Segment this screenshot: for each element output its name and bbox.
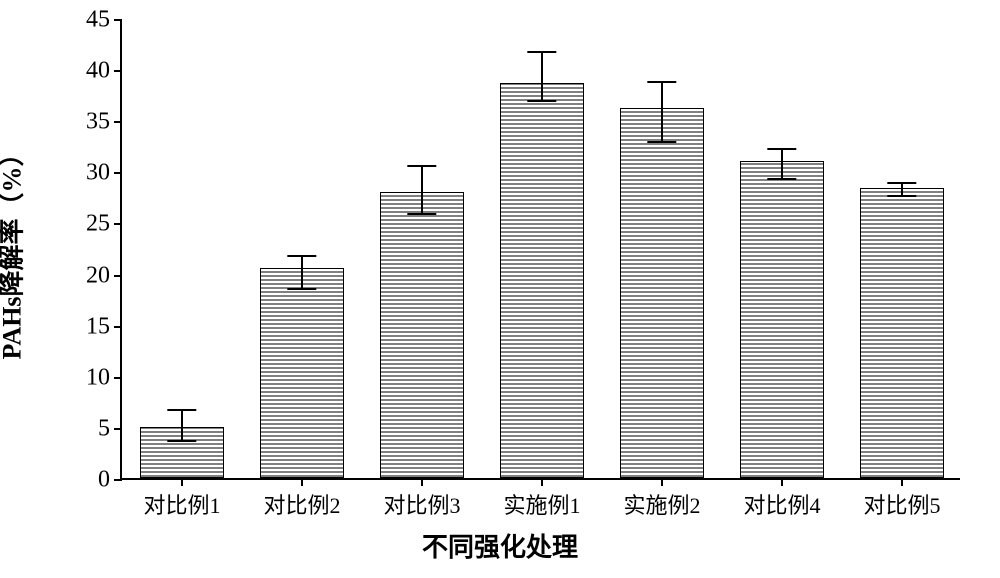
error-cap-bottom: [887, 195, 916, 197]
bar: [260, 268, 344, 478]
y-tick-label: 30: [86, 160, 110, 187]
y-tick-label: 45: [86, 7, 110, 34]
x-tick: [181, 478, 183, 486]
y-axis-title: PAHs降解率（%）: [0, 140, 29, 359]
error-bar: [421, 166, 423, 214]
error-bar: [661, 82, 663, 141]
y-tick-label: 15: [86, 313, 110, 340]
x-tick: [421, 478, 423, 486]
y-tick: [114, 19, 122, 21]
error-cap-top: [407, 165, 436, 167]
x-tick-label: 对比例5: [863, 488, 940, 520]
chart-container: PAHs降解率（%） 051015202530354045对比例1对比例2对比例…: [0, 0, 1000, 578]
y-tick-label: 25: [86, 211, 110, 238]
error-cap-top: [167, 409, 196, 411]
error-cap-bottom: [767, 178, 796, 180]
x-tick-label: 对比例1: [143, 488, 220, 520]
x-tick-label: 对比例2: [263, 488, 340, 520]
y-tick-label: 35: [86, 109, 110, 136]
plot-area: 051015202530354045对比例1对比例2对比例3实施例1实施例2对比…: [120, 20, 960, 480]
y-tick: [114, 70, 122, 72]
x-tick-label: 实施例2: [623, 488, 700, 520]
error-cap-bottom: [287, 288, 316, 290]
x-tick: [781, 478, 783, 486]
error-cap-top: [647, 81, 676, 83]
y-tick: [114, 172, 122, 174]
y-tick: [114, 377, 122, 379]
x-tick: [901, 478, 903, 486]
x-axis-title: 不同强化处理: [422, 527, 578, 564]
error-cap-bottom: [167, 440, 196, 442]
y-tick-label: 0: [98, 467, 110, 494]
error-bar: [301, 256, 303, 289]
y-tick: [114, 121, 122, 123]
y-tick: [114, 223, 122, 225]
y-tick-label: 10: [86, 364, 110, 391]
bar: [620, 108, 704, 478]
y-tick: [114, 479, 122, 481]
y-tick: [114, 275, 122, 277]
x-tick-label: 对比例3: [383, 488, 460, 520]
error-cap-top: [287, 255, 316, 257]
bar: [380, 192, 464, 478]
x-tick-label: 对比例4: [743, 488, 820, 520]
error-cap-bottom: [647, 141, 676, 143]
error-cap-bottom: [407, 213, 436, 215]
y-tick: [114, 428, 122, 430]
x-tick: [301, 478, 303, 486]
x-tick-label: 实施例1: [503, 488, 580, 520]
error-cap-top: [887, 182, 916, 184]
error-bar: [901, 183, 903, 196]
error-bar: [181, 410, 183, 441]
y-tick: [114, 326, 122, 328]
error-cap-bottom: [527, 100, 556, 102]
y-tick-label: 20: [86, 262, 110, 289]
bar: [860, 188, 944, 478]
y-tick-label: 5: [98, 415, 110, 442]
bar: [500, 83, 584, 478]
error-bar: [781, 149, 783, 180]
x-tick: [541, 478, 543, 486]
error-bar: [541, 52, 543, 101]
bar: [740, 161, 824, 478]
y-tick-label: 40: [86, 58, 110, 85]
error-cap-top: [767, 148, 796, 150]
x-tick: [661, 478, 663, 486]
error-cap-top: [527, 51, 556, 53]
